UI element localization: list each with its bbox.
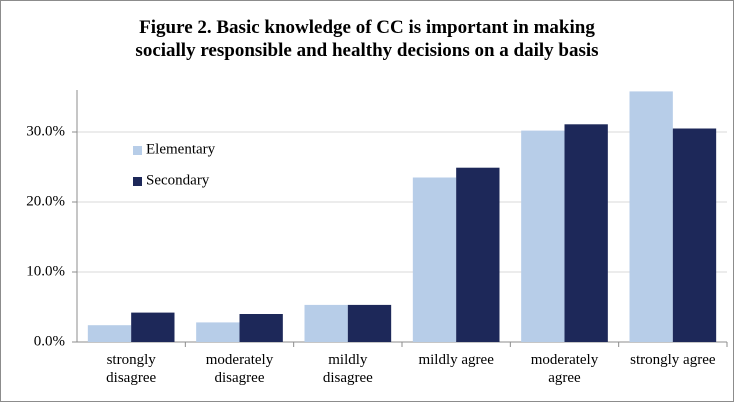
bar xyxy=(672,128,717,342)
legend-swatch xyxy=(133,146,142,155)
legend-label: Elementary xyxy=(146,141,216,157)
x-tick-label: moderately disagree xyxy=(205,352,274,386)
x-tick-label: moderately agree xyxy=(530,352,599,386)
bar xyxy=(412,177,457,342)
legend-swatch xyxy=(133,177,142,186)
bar xyxy=(239,314,283,342)
legend-label: Secondary xyxy=(146,172,210,188)
x-tick-label: strongly agree xyxy=(630,352,716,368)
y-tick-label: 0.0% xyxy=(34,333,65,349)
bar xyxy=(304,304,348,342)
bar xyxy=(521,130,565,342)
bar xyxy=(87,325,132,342)
bar xyxy=(196,322,240,342)
bar xyxy=(456,167,500,342)
x-tick-label: mildly agree xyxy=(418,352,494,368)
y-tick-label: 10.0% xyxy=(26,263,65,279)
y-tick-label: 30.0% xyxy=(26,123,65,139)
bar xyxy=(629,91,673,343)
y-tick-label: 20.0% xyxy=(26,193,65,209)
bar xyxy=(131,312,175,342)
chart-title: Figure 2. Basic knowledge of CC is impor… xyxy=(135,17,599,61)
bar xyxy=(347,304,392,342)
x-tick-label: mildly disagree xyxy=(322,352,373,386)
x-tick-label: strongly disagree xyxy=(106,352,157,386)
bar xyxy=(564,124,608,342)
